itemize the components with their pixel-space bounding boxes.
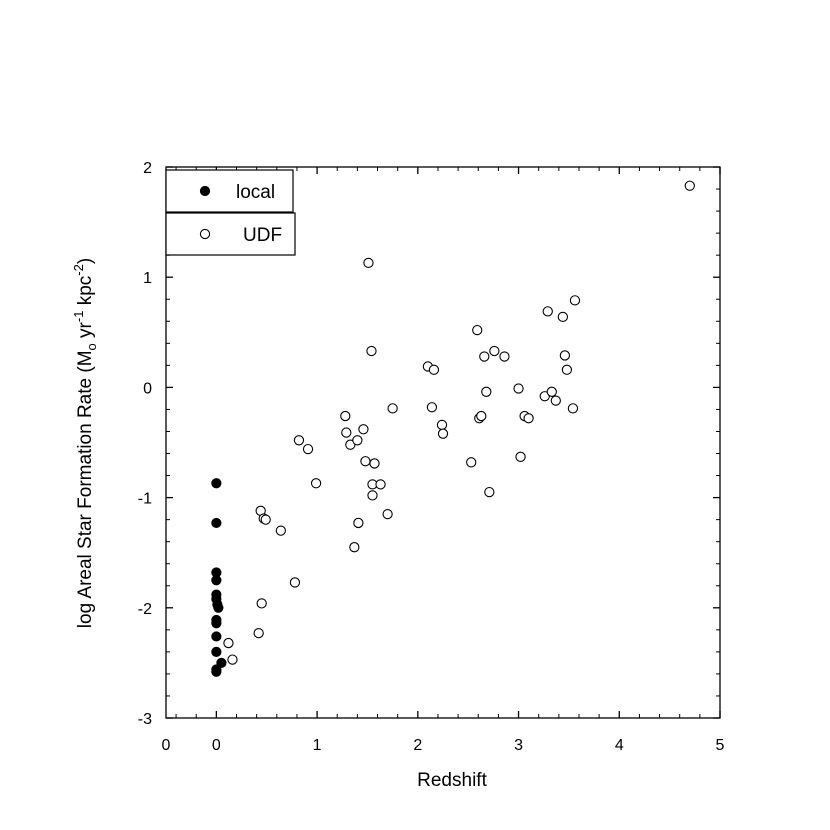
local-point [211,618,222,629]
local-point [211,575,222,586]
legend-label-local: local [236,182,275,203]
udf-point [437,428,449,439]
udf-point [293,435,305,446]
x-tick-label: 4 [615,737,624,754]
udf-point [302,443,314,455]
legend-label-udf: UDF [243,225,282,246]
tick-labels: 0 0 1 2 3 4 5 -3 -2 -1 0 1 2 [138,160,725,754]
udf-point [489,345,500,357]
udf-point [426,402,438,413]
udf-point [515,451,526,462]
local-point [213,602,224,613]
x-tick-label: 3 [514,737,523,754]
x-tick-label: 1 [313,737,322,754]
udf-point [253,627,264,639]
udf-point [479,351,490,362]
udf-point [481,386,492,397]
udf-point [513,383,524,394]
udf-point [310,478,322,489]
legend-marker-local [199,185,211,197]
y-tick-label: 1 [143,270,152,287]
udf-point [353,517,364,529]
udf-point [472,324,483,336]
udf-point [352,435,363,446]
udf-point [559,350,571,361]
y-axis-title-part: log Areal Star Formation Rate (M [75,350,96,628]
y-axis-title-part: -1 [71,311,86,323]
y-axis-title-part: o [84,343,99,350]
udf-point [360,456,371,467]
udf-point [484,486,495,498]
local-point [211,666,222,677]
udf-point [363,257,374,269]
udf-point [499,351,510,362]
x-axis-title: Redshift [417,770,487,791]
udf-point [223,637,234,649]
legend: local UDF [165,169,296,256]
udf-point [367,490,378,501]
local-point [216,657,227,669]
udf-point [523,413,534,424]
legend-box-local [165,169,294,213]
local-point [211,646,222,657]
local-point [211,517,222,529]
udf-point [349,542,360,553]
y-axis-title-part: kpc [75,276,96,311]
x-tick-label: 5 [716,737,725,754]
local-point [211,631,222,642]
x-tick-label: 0 [162,737,171,754]
udf-point [428,364,440,375]
udf-point [358,424,369,435]
udf-point [684,180,695,191]
udf-point [256,598,267,609]
udf-point [227,654,238,665]
udf-point [260,514,271,525]
y-tick-label: -3 [138,711,152,728]
plot-frame [165,166,721,719]
udf-point [466,457,477,468]
data-points [211,180,695,677]
y-axis-title-part: yr [75,321,96,343]
udf-point [436,419,448,431]
udf-point [375,479,386,490]
legend-marker-udf [199,228,211,240]
y-tick-label: 2 [143,160,152,177]
y-tick-label: 0 [143,380,152,397]
udf-point [387,403,398,414]
y-axis-title-part: -2 [71,264,86,276]
y-tick-label: -1 [138,491,152,508]
y-tick-label: -2 [138,601,152,618]
udf-point [569,295,581,306]
x-tick-label: 2 [413,737,422,754]
axis-ticks [166,166,721,719]
udf-point [476,410,487,422]
udf-point [561,364,573,375]
udf-point [366,345,377,357]
udf-point [275,525,286,536]
x-tick-label: 0 [212,737,221,754]
y-axis-title: log Areal Star Formation Rate (Mo yr-1 k… [71,258,99,628]
y-axis-title-part: ) [75,258,96,264]
udf-point [557,311,569,323]
udf-point [382,508,393,520]
udf-point [289,577,301,588]
local-point [211,478,222,489]
udf-point [550,395,561,406]
udf-point [369,458,380,469]
udf-point [341,427,352,438]
udf-point [542,306,553,317]
legend-box-udf [165,212,296,256]
udf-point [567,403,579,414]
udf-point [340,410,351,422]
udf-point [546,386,557,397]
